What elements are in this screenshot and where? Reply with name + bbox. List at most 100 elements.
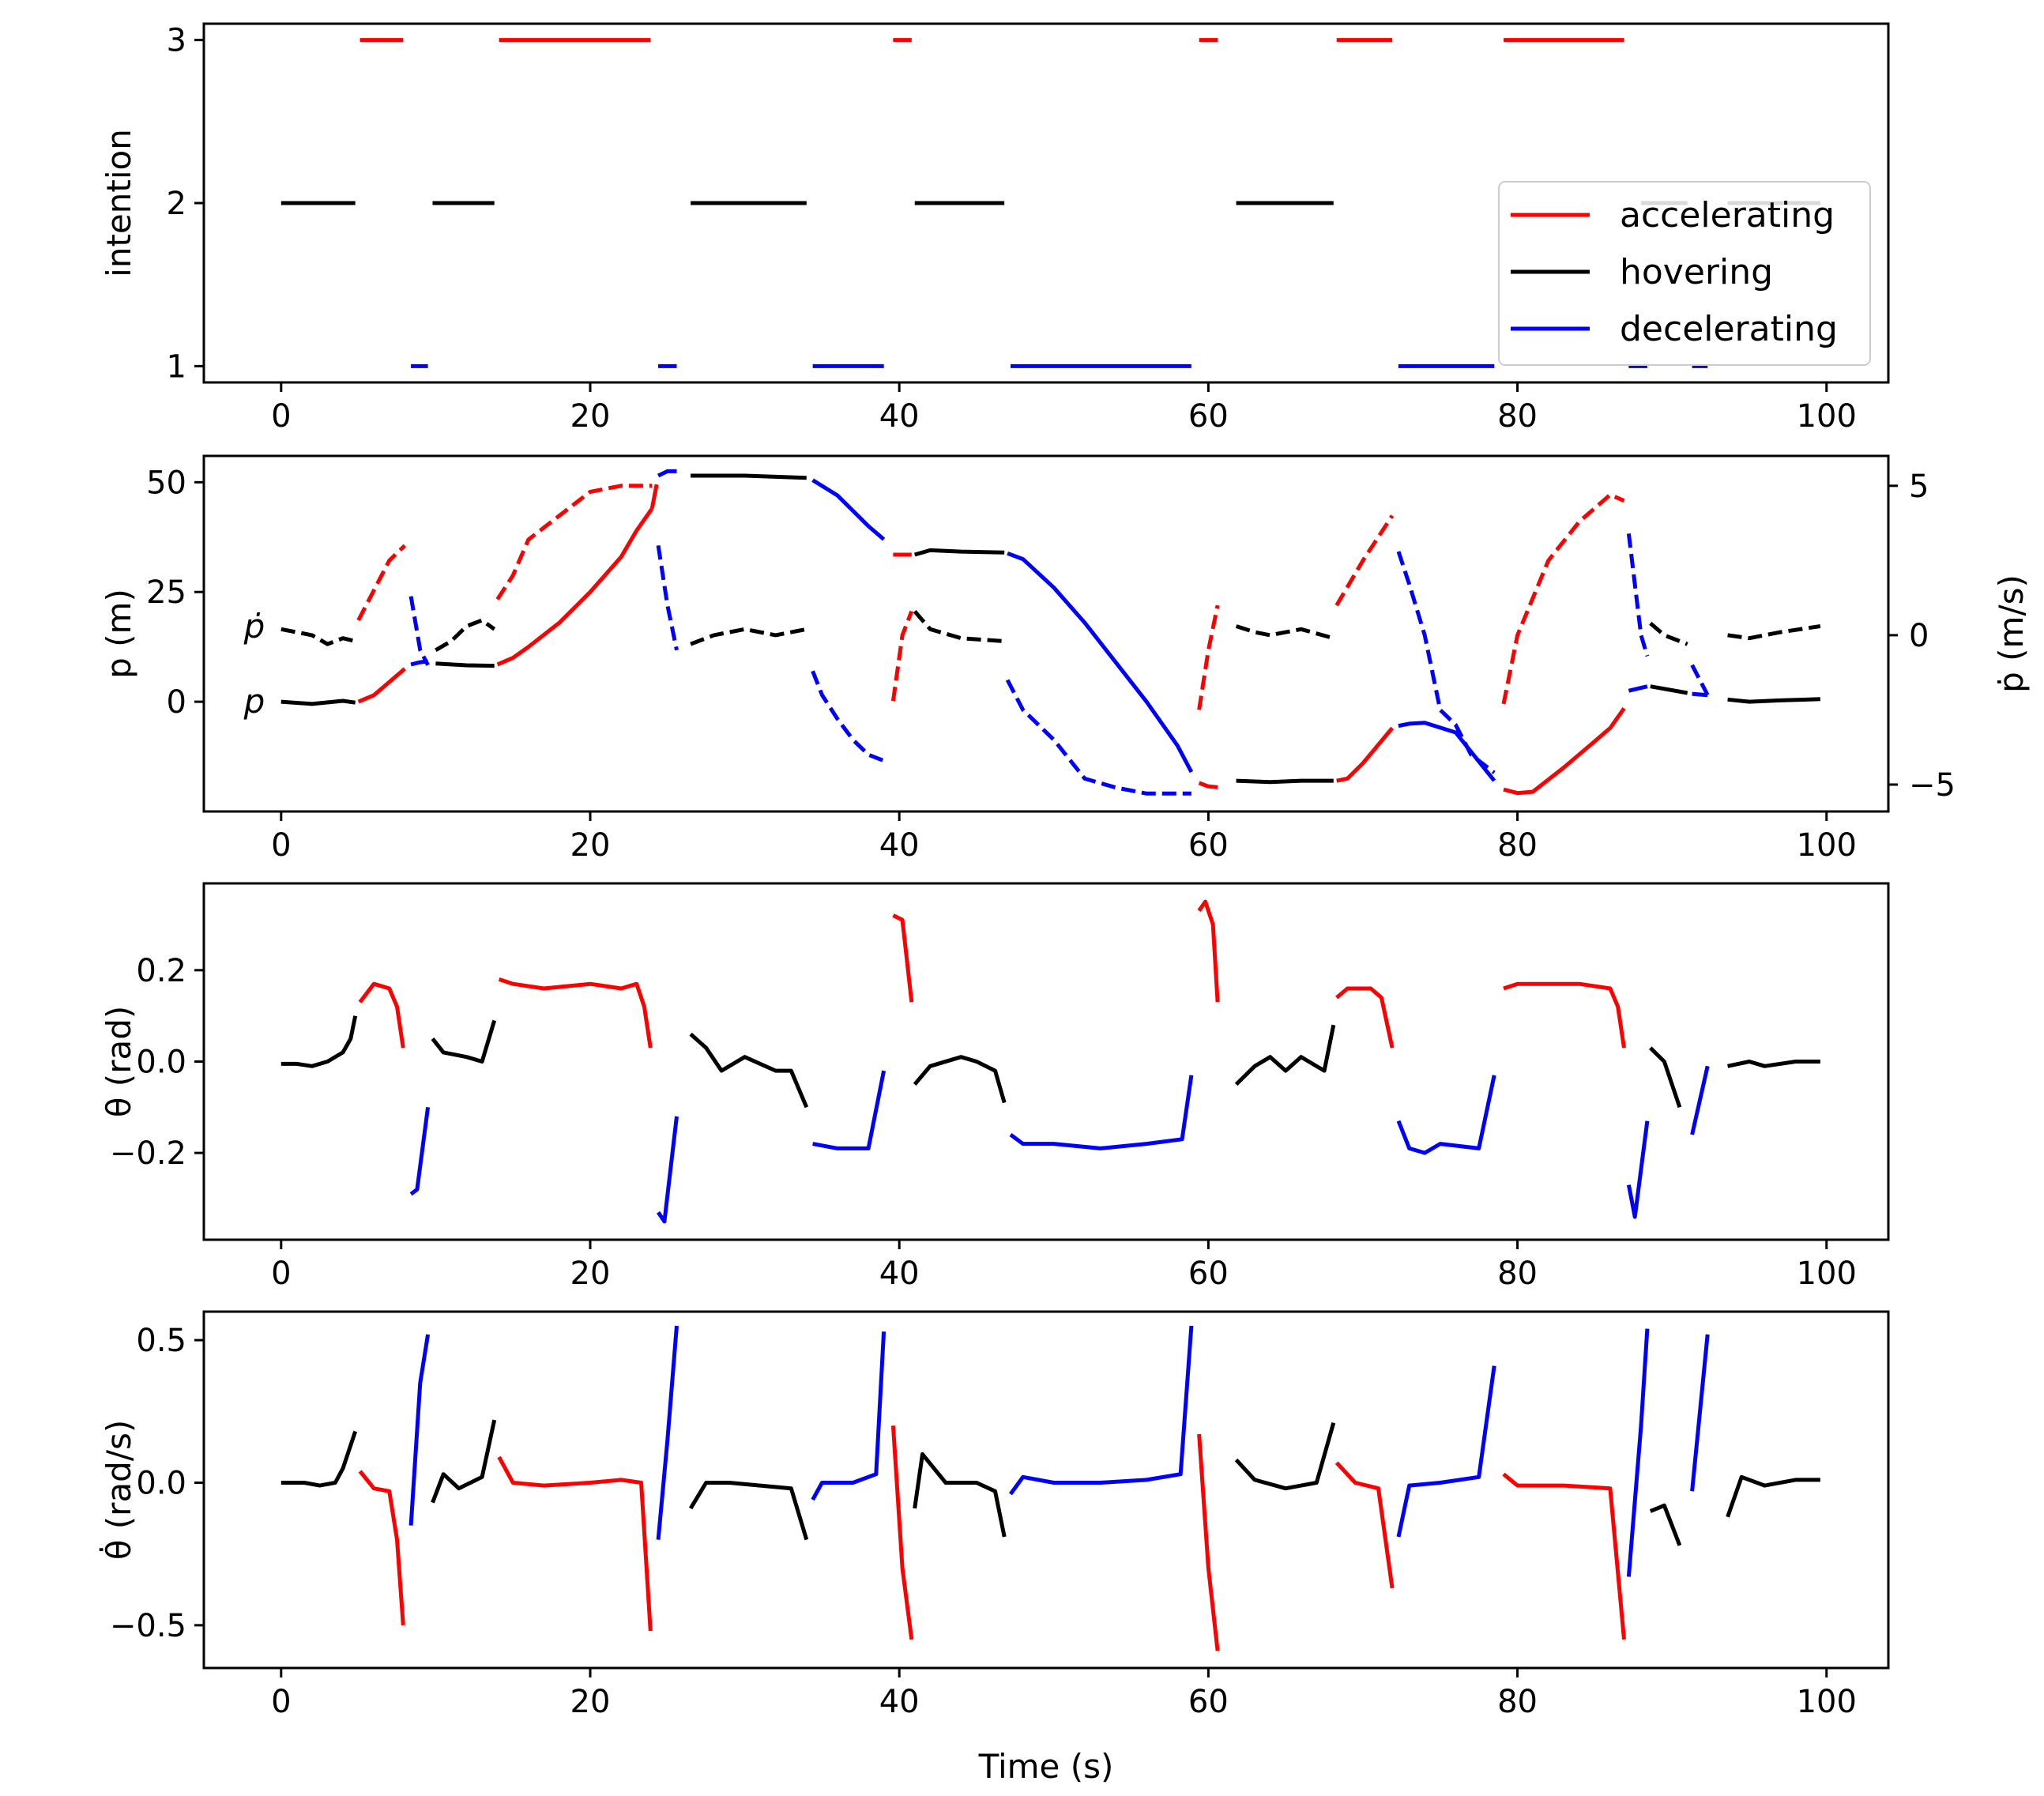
x-tick-label: 0 (271, 398, 291, 435)
y-tick-label: 0 (167, 684, 186, 721)
theta_dot-line-segment (358, 1470, 405, 1626)
p-line-segment (1727, 697, 1820, 704)
x-tick-label: 20 (570, 827, 611, 864)
x-tick-label: 0 (271, 1256, 291, 1292)
theta_dot-line-segment (431, 1419, 497, 1504)
pdot-line-segment (1626, 533, 1650, 657)
pdot-series-label: ṗ (243, 607, 265, 646)
pdot-line-segment (1005, 679, 1191, 796)
y-tick-label: −0.5 (110, 1608, 186, 1644)
p-line-segment (1628, 684, 1648, 693)
y-axis-label: θ (rad) (100, 1006, 138, 1117)
x-tick-label: 80 (1497, 1684, 1538, 1720)
pdot-line-segment (1501, 492, 1625, 705)
theta-line-segment (280, 1015, 358, 1068)
pdot-line-segment (811, 670, 885, 763)
pdot-line-segment (1727, 624, 1821, 641)
y-tick-label: 0.2 (136, 953, 186, 989)
x-tick-label: 20 (570, 1684, 611, 1720)
y-tick-label: 0.5 (136, 1323, 186, 1359)
theta-line-segment (431, 1019, 497, 1064)
p-line-segment (280, 698, 356, 706)
theta-line-segment (1727, 1060, 1820, 1068)
plot-area (280, 469, 1821, 796)
y-tick-label: 25 (146, 574, 186, 611)
theta_dot-line-segment (1502, 1472, 1626, 1640)
theta-line-segment (1234, 1024, 1336, 1086)
theta_dot-line-segment (1396, 1365, 1496, 1538)
pdot-line-segment (890, 610, 914, 702)
theta-line-segment (498, 977, 653, 1049)
theta-line-segment (1649, 1046, 1682, 1109)
theta-line-segment (657, 1116, 679, 1224)
p-line-segment (1236, 778, 1334, 785)
p-line-segment (811, 478, 886, 541)
pdot-line-segment (690, 627, 807, 646)
x-tick-label: 40 (879, 827, 920, 864)
p-line-segment (1398, 721, 1496, 782)
y-axis-label: θ̇ (rad/s) (98, 1420, 138, 1561)
p-line-segment (657, 469, 677, 478)
p-line-segment (1650, 684, 1688, 695)
theta_dot-line-segment (913, 1451, 1007, 1538)
p-line-segment (1198, 781, 1218, 789)
theta_dot-line-segment (1197, 1433, 1220, 1651)
theta-line-segment (689, 1032, 809, 1109)
panel-intention: 0 20 40 60 80 100 1 2 3 intention accelerating hove… (100, 22, 1890, 435)
x-tick-label: 80 (1497, 1256, 1538, 1292)
theta_dot-line-segment (1008, 1325, 1194, 1496)
plot-area (280, 1325, 1820, 1651)
theta_dot-line-segment (890, 1425, 914, 1640)
x-tick-label: 60 (1188, 1256, 1229, 1292)
y-right-tick-label: −5 (1909, 767, 1956, 804)
legend-label-accelerating: accelerating (1620, 195, 1835, 235)
pdot-line-segment (1334, 514, 1395, 607)
p-line-segment (1336, 726, 1395, 783)
x-tick-label: 0 (271, 1684, 291, 1720)
p-line-segment (1692, 691, 1708, 698)
plot-area (280, 899, 1820, 1224)
theta_dot-line-segment (688, 1481, 809, 1541)
pdot-line-segment (1396, 551, 1496, 774)
y-tick-label: −0.2 (110, 1135, 186, 1172)
pdot-line-segment (435, 618, 496, 652)
p-line-segment (357, 667, 406, 704)
p-line-segment (496, 507, 654, 667)
legend-label-hovering: hovering (1620, 252, 1773, 292)
x-tick-label: 40 (879, 1684, 920, 1720)
panel-theta: 0 20 40 60 80 100 −0.2 0.0 0.2 θ (rad) (100, 882, 1890, 1292)
p-line-segment (649, 484, 659, 510)
pdot-line-segment (1197, 604, 1220, 710)
pdot-line-segment (913, 609, 1005, 643)
theta_dot-line-segment (1234, 1422, 1336, 1491)
theta_dot-line-segment (408, 1334, 431, 1526)
x-tick-label: 40 (879, 1256, 920, 1292)
theta-line-segment (1503, 981, 1626, 1049)
theta_dot-line-segment (1690, 1334, 1710, 1492)
x-tick-label: 0 (271, 827, 291, 864)
x-tick-label: 100 (1797, 827, 1857, 864)
theta_dot-line-segment (1626, 1328, 1650, 1577)
y-tick-label: 0.0 (136, 1045, 186, 1081)
x-tick-label: 60 (1188, 827, 1229, 864)
pdot-line-segment (1649, 621, 1688, 646)
y-tick-label: 0.0 (136, 1465, 186, 1501)
panel-position: 0 20 40 60 80 100 0 25 50 −5 0 5 p (m) ṗ (m/s) ṗp (100, 454, 2031, 864)
p-line-segment (1007, 551, 1194, 774)
p-series-label: p (243, 682, 265, 721)
x-tick-label: 80 (1497, 827, 1538, 864)
x-tick-label: 100 (1797, 1684, 1857, 1720)
theta-line-segment (1009, 1075, 1194, 1150)
theta_dot-line-segment (280, 1430, 358, 1488)
theta_dot-line-segment (1334, 1461, 1395, 1589)
y-right-tick-label: 5 (1909, 469, 1929, 505)
theta-line-segment (892, 913, 914, 1003)
y-tick-label: 1 (167, 348, 186, 385)
y-right-tick-label: 0 (1909, 618, 1929, 654)
legend-label-decelerating: decelerating (1620, 309, 1838, 349)
legend: accelerating hovering decelerating (1498, 181, 1871, 366)
pdot-line-segment (408, 596, 430, 666)
theta_dot-line-segment (656, 1325, 679, 1540)
theta-line-segment (1335, 986, 1395, 1049)
